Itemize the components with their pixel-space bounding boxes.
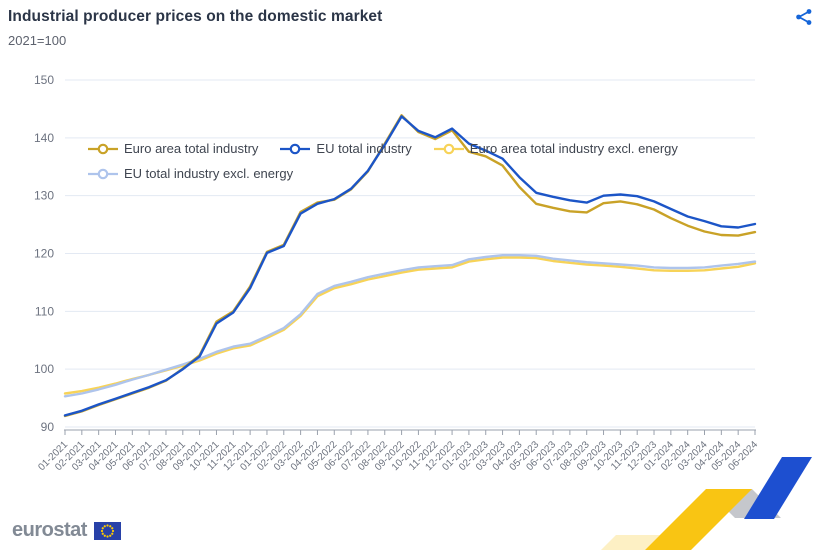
legend-item-eu-total-industry[interactable]: EU total industry xyxy=(280,140,412,158)
legend-label: EU total industry excl. energy xyxy=(124,166,294,181)
share-icon[interactable] xyxy=(794,7,814,27)
series-line-eu-total-industry[interactable] xyxy=(63,115,757,417)
y-tick-label: 130 xyxy=(34,189,54,203)
series-line-eu-total-industry-excl-energy[interactable] xyxy=(63,253,757,398)
y-tick-label: 120 xyxy=(34,247,54,261)
y-tick-label: 150 xyxy=(34,73,54,87)
x-axis xyxy=(64,429,756,435)
footer: eurostat xyxy=(0,504,823,550)
legend-label: Euro area total industry excl. energy xyxy=(469,141,678,156)
y-axis-labels: 90 100 110 120 130 140 150 xyxy=(34,73,54,434)
legend-marker-icon xyxy=(88,168,118,180)
eu-flag-icon xyxy=(93,521,121,540)
legend: Euro area total industry EU total industr… xyxy=(88,140,748,183)
legend-label: Euro area total industry xyxy=(124,141,259,156)
legend-item-euro-area-total-industry[interactable]: Euro area total industry xyxy=(88,140,258,158)
chart-area: Euro area total industry EU total industr… xyxy=(0,60,823,520)
page-title: Industrial producer prices on the domest… xyxy=(8,8,383,25)
legend-marker-icon xyxy=(280,143,311,155)
eurostat-logo[interactable]: eurostat xyxy=(12,519,121,542)
y-tick-label: 100 xyxy=(34,362,54,376)
series-line-euro-area-total-industry-excl-energy[interactable] xyxy=(63,256,757,395)
legend-item-eu-total-industry-excl-energy[interactable]: EU total industry excl. energy xyxy=(88,165,293,183)
line-chart: 90 100 110 120 130 140 150 01-202102-202103-202… xyxy=(34,73,760,473)
gridlines xyxy=(65,79,755,428)
x-axis-labels: 01-202102-202103-202104-202105-202106-20… xyxy=(36,439,760,473)
eurostat-logo-text: eurostat xyxy=(12,519,87,541)
chart-subtitle: 2021=100 xyxy=(8,33,67,48)
chart-header: Industrial producer prices on the domest… xyxy=(0,0,823,48)
legend-marker-icon xyxy=(433,143,464,155)
series-lines xyxy=(63,114,757,418)
y-tick-label: 90 xyxy=(41,420,55,434)
y-tick-label: 140 xyxy=(34,131,54,145)
legend-item-euro-area-total-industry-excl-energy[interactable]: Euro area total industry excl. energy xyxy=(433,140,678,158)
legend-marker-icon xyxy=(88,143,118,155)
y-tick-label: 110 xyxy=(35,304,54,318)
legend-label: EU total industry xyxy=(316,141,412,156)
